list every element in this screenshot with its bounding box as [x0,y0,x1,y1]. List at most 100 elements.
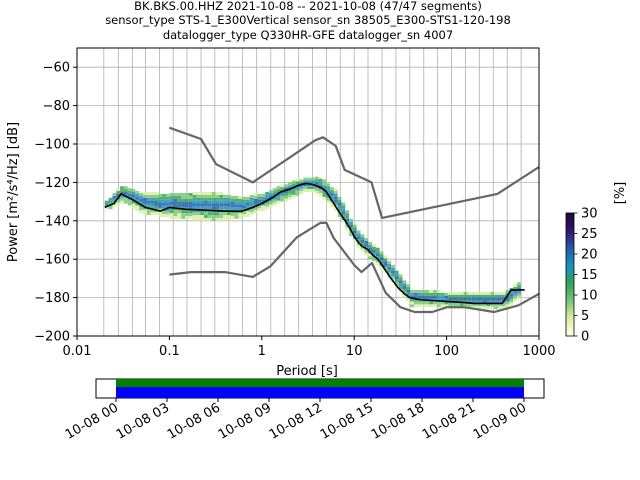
density-cell [108,200,113,204]
density-cell [368,247,373,251]
density-cell [452,303,456,307]
density-cell [307,180,311,184]
density-cell [169,195,174,199]
density-cell [169,192,174,196]
density-cell [417,301,422,305]
density-cell [226,194,231,198]
density-cell [341,202,346,206]
density-cell [406,298,411,302]
density-cell [471,291,476,295]
density-cell [184,210,189,214]
density-cell [505,298,510,302]
density-cell [207,203,212,207]
density-cell [310,189,315,192]
density-cell [303,183,308,187]
density-cell [307,186,311,190]
density-cell [284,190,289,193]
density-cell [341,219,346,223]
density-cell [200,217,205,221]
density-cell [303,189,308,192]
density-cell [276,194,281,198]
density-cell [272,196,277,200]
density-cell [188,216,193,219]
density-cell [486,297,491,301]
density-cell [165,214,170,217]
density-cell [207,192,212,195]
density-cell [402,283,407,287]
density-cell [497,291,502,295]
density-cell [517,285,521,288]
density-cell [513,298,518,302]
density-cell [196,194,201,198]
density-cell [337,205,342,209]
density-cell [330,195,334,199]
density-cell [139,192,143,196]
density-cell [165,196,170,200]
density-cell [398,286,403,289]
density-cell [402,280,407,284]
density-cell [215,194,220,198]
density-cell [127,191,132,194]
density-cell [234,201,239,205]
density-cell [230,198,235,202]
density-cell [127,202,132,206]
density-cell [249,197,254,201]
density-cell [200,206,205,210]
density-cell [295,192,300,196]
density-cell [333,199,338,203]
density-cell [116,193,121,197]
density-cell [188,213,193,216]
density-cell [200,194,205,198]
density-cell [402,294,407,298]
density-cell [192,197,197,201]
density-cell [475,291,479,295]
density-cell [444,295,449,299]
density-cell [169,207,174,211]
density-cell [116,191,121,194]
density-cell [215,192,220,195]
density-cell [154,203,159,207]
y-tick-label: −160 [34,253,70,268]
density-cell [288,185,292,189]
density-cell [165,205,170,209]
density-cell [379,251,384,255]
colorbar-tick-label: 15 [581,268,598,283]
density-cell [120,200,124,204]
density-cell [192,194,197,198]
y-axis-ticks: −60 −80 −100 −120 −140 −160 −180 −200 [34,61,77,345]
density-cell [425,289,430,293]
density-cell [154,197,159,201]
density-cell [372,258,376,262]
density-cell [345,210,350,214]
density-cell [322,182,327,186]
density-cell [330,190,334,193]
density-cell [139,195,143,199]
density-cell [352,233,357,237]
density-cell [142,209,147,213]
density-cell [123,200,128,204]
density-cell [433,304,437,308]
density-cell [184,213,189,216]
density-cell [291,183,296,187]
density-cell [158,208,163,212]
colorbar-tick-label: 0 [581,330,589,345]
y-tick-label: −80 [43,99,70,114]
density-cell [261,193,266,197]
density-cell [478,303,483,307]
density-cell [490,303,495,307]
density-cell [268,190,273,193]
density-cell [368,244,373,248]
density-cell [173,192,178,196]
density-cell [242,214,247,217]
density-cell [165,202,170,206]
density-cell [162,205,166,209]
density-cell [215,212,220,216]
colorbar-tick-label: 30 [581,207,598,222]
density-cell [207,200,212,204]
density-cell [475,297,479,301]
density-cell [276,200,281,204]
density-cell [223,203,227,207]
density-cell [219,200,224,204]
density-cell [368,241,373,245]
